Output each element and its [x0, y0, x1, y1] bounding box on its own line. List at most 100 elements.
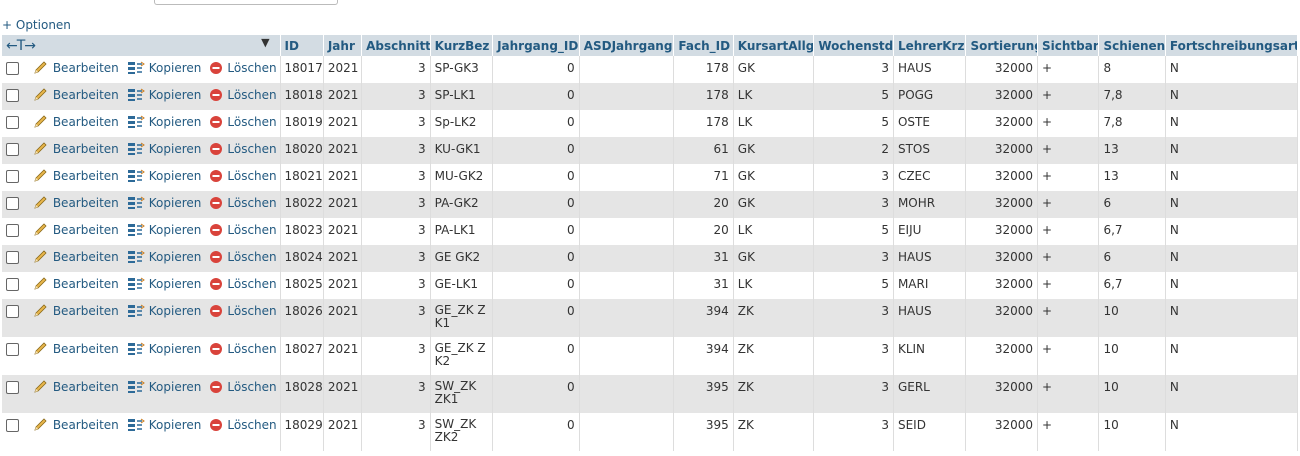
column-header-fach-id[interactable]: Fach_ID	[673, 35, 734, 56]
cell-jahrgang-id[interactable]: 0	[492, 245, 580, 272]
row-select-checkbox[interactable]	[6, 197, 19, 210]
cell-fortschreibungsart[interactable]: N	[1165, 299, 1299, 337]
delete-button[interactable]: Löschen	[209, 418, 277, 432]
copy-button[interactable]: Kopieren	[127, 169, 201, 183]
cell-abschnitt[interactable]: 3	[361, 413, 431, 451]
cell-lehrerkrz[interactable]: MOHR	[893, 191, 967, 218]
cell-jahrgang-id[interactable]: 0	[492, 413, 580, 451]
column-header-sichtbar[interactable]: Sichtbar	[1037, 35, 1100, 56]
cell-jahrgang-id[interactable]: 0	[492, 337, 580, 375]
cell-sortierung[interactable]: 32000	[965, 110, 1038, 137]
cell-jahrgang-id[interactable]: 0	[492, 272, 580, 299]
cell-asdjahrgang[interactable]	[579, 164, 675, 191]
cell-kurzbez[interactable]: PA-LK1	[430, 218, 494, 245]
column-header-abschnitt[interactable]: Abschnitt	[361, 35, 431, 56]
cell-kurzbez[interactable]: GE_ZK ZK1	[430, 299, 494, 337]
sort-dropdown-icon[interactable]: ▼	[261, 36, 270, 49]
cell-fach-id[interactable]: 20	[673, 191, 734, 218]
edit-button[interactable]: Bearbeiten	[33, 250, 119, 264]
copy-button[interactable]: Kopieren	[127, 304, 201, 318]
cell-schienen[interactable]: 6,7	[1098, 218, 1166, 245]
cell-sichtbar[interactable]: +	[1037, 56, 1100, 83]
row-select-checkbox[interactable]	[6, 170, 19, 183]
edit-button[interactable]: Bearbeiten	[33, 115, 119, 129]
copy-button[interactable]: Kopieren	[127, 61, 201, 75]
cell-kursartallg[interactable]: LK	[733, 218, 815, 245]
column-header-schienen[interactable]: Schienen	[1098, 35, 1166, 56]
delete-button[interactable]: Löschen	[209, 88, 277, 102]
cell-abschnitt[interactable]: 3	[361, 110, 431, 137]
cell-wochenstd[interactable]: 2	[813, 137, 894, 164]
column-header-kurzbez[interactable]: KurzBez	[430, 35, 494, 56]
cell-fach-id[interactable]: 178	[673, 83, 734, 110]
cell-fortschreibungsart[interactable]: N	[1165, 191, 1299, 218]
cell-jahr[interactable]: 2021	[323, 299, 363, 337]
cell-lehrerkrz[interactable]: GERL	[893, 375, 967, 413]
copy-button[interactable]: Kopieren	[127, 418, 201, 432]
edit-button[interactable]: Bearbeiten	[33, 418, 119, 432]
cell-schienen[interactable]: 10	[1098, 337, 1166, 375]
row-select-checkbox[interactable]	[6, 89, 19, 102]
cell-jahrgang-id[interactable]: 0	[492, 83, 580, 110]
cell-kurzbez[interactable]: SP-LK1	[430, 83, 494, 110]
cell-abschnitt[interactable]: 3	[361, 137, 431, 164]
cell-kursartallg[interactable]: LK	[733, 110, 815, 137]
cell-fortschreibungsart[interactable]: N	[1165, 337, 1299, 375]
cell-kurzbez[interactable]: GE-LK1	[430, 272, 494, 299]
cell-fortschreibungsart[interactable]: N	[1165, 110, 1299, 137]
cell-fortschreibungsart[interactable]: N	[1165, 218, 1299, 245]
delete-button[interactable]: Löschen	[209, 304, 277, 318]
cell-sortierung[interactable]: 32000	[965, 83, 1038, 110]
cell-wochenstd[interactable]: 5	[813, 272, 894, 299]
cell-lehrerkrz[interactable]: MARI	[893, 272, 967, 299]
cell-kursartallg[interactable]: GK	[733, 245, 815, 272]
cell-id[interactable]: 18024	[280, 245, 324, 272]
cell-id[interactable]: 18023	[280, 218, 324, 245]
cell-jahrgang-id[interactable]: 0	[492, 137, 580, 164]
column-header-sortierung[interactable]: Sortierung	[965, 35, 1038, 56]
cell-schienen[interactable]: 7,8	[1098, 83, 1166, 110]
copy-button[interactable]: Kopieren	[127, 142, 201, 156]
cell-abschnitt[interactable]: 3	[361, 56, 431, 83]
cell-id[interactable]: 18027	[280, 337, 324, 375]
delete-button[interactable]: Löschen	[209, 380, 277, 394]
cell-sichtbar[interactable]: +	[1037, 164, 1100, 191]
cell-jahr[interactable]: 2021	[323, 375, 363, 413]
cell-jahr[interactable]: 2021	[323, 218, 363, 245]
delete-button[interactable]: Löschen	[209, 277, 277, 291]
cell-lehrerkrz[interactable]: KLIN	[893, 337, 967, 375]
cell-id[interactable]: 18029	[280, 413, 324, 451]
cell-asdjahrgang[interactable]	[579, 413, 675, 451]
cell-jahr[interactable]: 2021	[323, 272, 363, 299]
cell-sortierung[interactable]: 32000	[965, 337, 1038, 375]
edit-button[interactable]: Bearbeiten	[33, 196, 119, 210]
cell-jahr[interactable]: 2021	[323, 83, 363, 110]
column-header-jahr[interactable]: Jahr	[323, 35, 363, 56]
delete-button[interactable]: Löschen	[209, 223, 277, 237]
cell-abschnitt[interactable]: 3	[361, 337, 431, 375]
cell-fortschreibungsart[interactable]: N	[1165, 83, 1299, 110]
cell-jahr[interactable]: 2021	[323, 337, 363, 375]
cell-abschnitt[interactable]: 3	[361, 375, 431, 413]
cell-sichtbar[interactable]: +	[1037, 413, 1100, 451]
edit-button[interactable]: Bearbeiten	[33, 88, 119, 102]
cell-lehrerkrz[interactable]: HAUS	[893, 299, 967, 337]
copy-button[interactable]: Kopieren	[127, 342, 201, 356]
cell-fortschreibungsart[interactable]: N	[1165, 375, 1299, 413]
cell-sichtbar[interactable]: +	[1037, 299, 1100, 337]
cell-sortierung[interactable]: 32000	[965, 137, 1038, 164]
cell-sortierung[interactable]: 32000	[965, 413, 1038, 451]
edit-button[interactable]: Bearbeiten	[33, 277, 119, 291]
copy-button[interactable]: Kopieren	[127, 115, 201, 129]
cell-wochenstd[interactable]: 3	[813, 245, 894, 272]
cell-id[interactable]: 18018	[280, 83, 324, 110]
delete-button[interactable]: Löschen	[209, 115, 277, 129]
cell-fortschreibungsart[interactable]: N	[1165, 272, 1299, 299]
cell-wochenstd[interactable]: 3	[813, 337, 894, 375]
cell-kursartallg[interactable]: ZK	[733, 337, 815, 375]
column-header-jahrgang-id[interactable]: Jahrgang_ID	[492, 35, 580, 56]
delete-button[interactable]: Löschen	[209, 342, 277, 356]
row-select-checkbox[interactable]	[6, 62, 19, 75]
cell-fortschreibungsart[interactable]: N	[1165, 137, 1299, 164]
cell-kursartallg[interactable]: GK	[733, 137, 815, 164]
